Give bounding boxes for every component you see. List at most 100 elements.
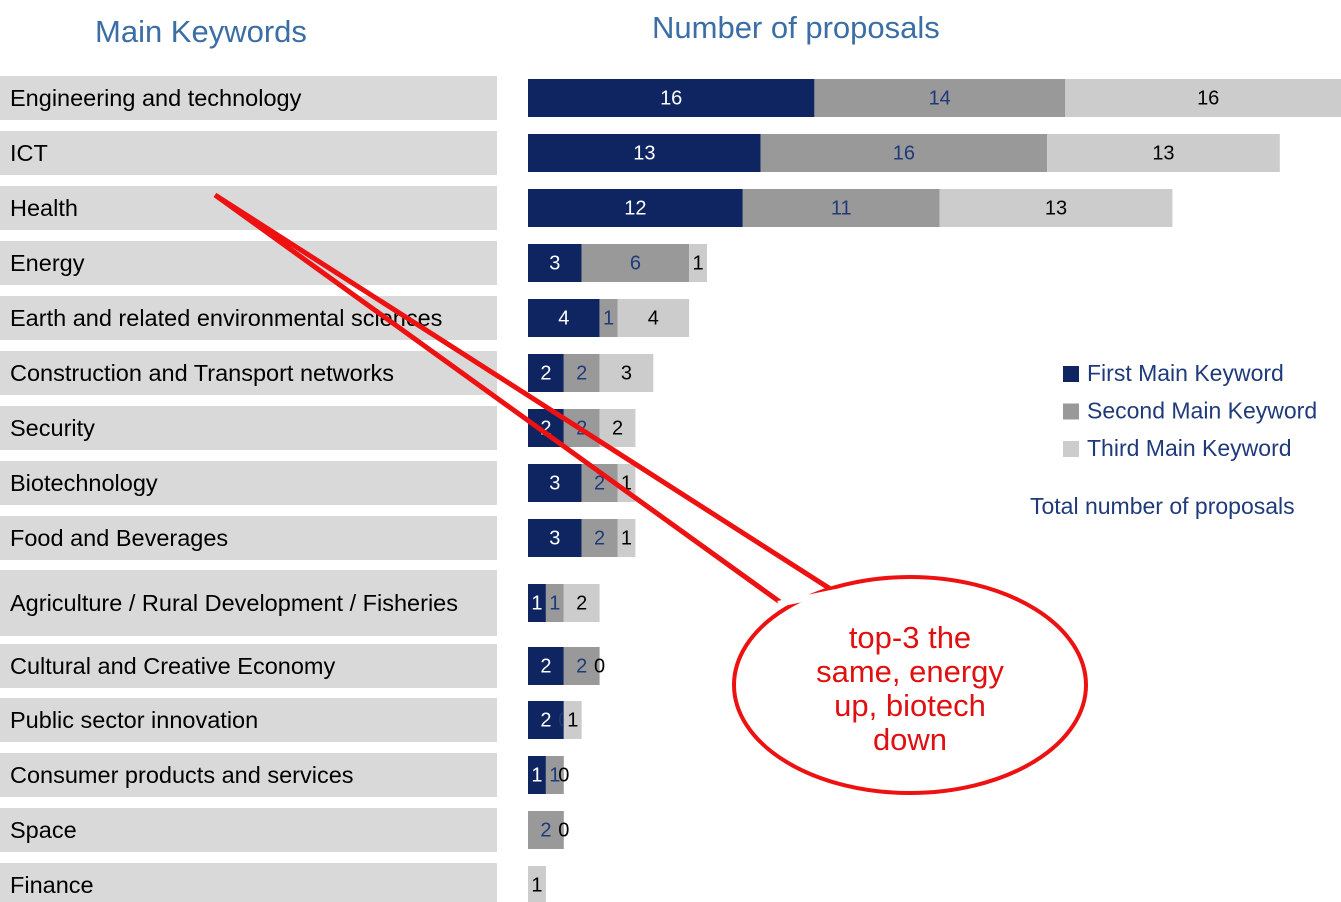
annotation: top-3 the same, energy up, biotech down xyxy=(816,620,1004,757)
bar-segment xyxy=(760,134,1048,172)
bar-segment xyxy=(1065,79,1341,117)
chart-title: Number of proposals xyxy=(652,10,940,45)
callout-tail xyxy=(213,192,834,605)
bar-segment xyxy=(599,409,636,447)
bar-segment xyxy=(528,134,761,172)
bar-segment xyxy=(689,244,707,282)
category-label: Biotechnology xyxy=(0,461,497,505)
bar-value-label: 6 xyxy=(630,252,641,274)
bar-value-label: 0 xyxy=(594,655,605,677)
bar-value-label: 2 xyxy=(540,709,551,731)
category-label: Consumer products and services xyxy=(0,753,497,797)
bar-segment xyxy=(563,354,600,392)
callout-joint xyxy=(777,589,837,607)
bar-value-label: 1 xyxy=(692,252,703,274)
bar-segment xyxy=(814,79,1065,117)
bar-segment xyxy=(617,519,636,557)
bar-value-label: 13 xyxy=(1045,197,1067,219)
bar-value-label: 12 xyxy=(624,197,646,219)
bar-value-label: 3 xyxy=(549,472,560,494)
bar-value-label: 2 xyxy=(576,592,587,614)
category-label: Agriculture / Rural Development / Fisher… xyxy=(0,570,497,636)
bar-value-label: 3 xyxy=(621,362,632,384)
bar-value-label: 1 xyxy=(567,709,578,731)
category-label: Security xyxy=(0,406,497,450)
bar-value-label: 4 xyxy=(558,307,569,329)
bar-segment xyxy=(528,584,546,622)
bar-segment xyxy=(528,244,582,282)
bar-segment xyxy=(528,647,564,685)
bar-value-label: 0 xyxy=(558,819,569,841)
bar-value-label: 16 xyxy=(660,87,682,109)
bar-value-label: 2 xyxy=(576,362,587,384)
bar-value-label: 3 xyxy=(549,252,560,274)
bar-segment xyxy=(528,464,582,502)
bar-segment xyxy=(599,299,618,337)
bar-value-label: 2 xyxy=(612,417,623,439)
legend-swatch xyxy=(1063,366,1079,382)
bar-value-label: 1 xyxy=(621,527,632,549)
bar-segment xyxy=(563,647,600,685)
bar-segment xyxy=(545,756,564,794)
bar-segment xyxy=(528,866,546,902)
bar-value-label: 1 xyxy=(531,764,542,786)
bar-value-label: 2 xyxy=(576,655,587,677)
category-label: Construction and Transport networks xyxy=(0,351,497,395)
bar-value-label: 0 xyxy=(558,764,569,786)
bar-value-label: 1 xyxy=(549,764,560,786)
legend-swatch xyxy=(1063,441,1079,457)
bar-segment xyxy=(581,244,690,282)
bar-value-label: 14 xyxy=(929,87,951,109)
bar-value-label: 1 xyxy=(531,874,542,896)
category-label: Food and Beverages xyxy=(0,516,497,560)
category-label: Health xyxy=(0,186,497,230)
bar-segment xyxy=(617,299,690,337)
bar-value-label: 2 xyxy=(594,527,605,549)
category-label: Earth and related environmental sciences xyxy=(0,296,497,340)
bar-segment xyxy=(528,811,564,849)
bar-value-label: 11 xyxy=(831,197,852,219)
bar-segment xyxy=(528,79,815,117)
bar-segment xyxy=(528,189,743,227)
category-label: Cultural and Creative Economy xyxy=(0,644,497,688)
bar-segment xyxy=(528,299,600,337)
bar-segment xyxy=(1047,134,1280,172)
bar-value-label: 2 xyxy=(594,472,605,494)
bar-value-label: 2 xyxy=(540,819,551,841)
bar-value-label: 1 xyxy=(603,307,614,329)
bar-value-label: 2 xyxy=(540,417,551,439)
bar-segment xyxy=(581,519,618,557)
bar-segment xyxy=(528,519,582,557)
bar-value-label: 2 xyxy=(540,362,551,384)
bar-segment xyxy=(939,189,1173,227)
left-heading: Main Keywords xyxy=(95,14,307,49)
category-label: Engineering and technology xyxy=(0,76,497,120)
legend-label: Third Main Keyword xyxy=(1087,435,1292,461)
bar-value-label: 13 xyxy=(1152,142,1174,164)
total-label: Total number of proposals xyxy=(1030,493,1295,519)
bar-value-label: 16 xyxy=(893,142,915,164)
bar-value-label: 1 xyxy=(549,592,560,614)
bar-segment xyxy=(599,354,654,392)
bar-segment xyxy=(528,701,564,739)
bar-value-label: 16 xyxy=(1197,87,1219,109)
bar-value-label: 1 xyxy=(531,592,542,614)
category-label: Energy xyxy=(0,241,497,285)
category-label: Space xyxy=(0,808,497,852)
legend-label: First Main Keyword xyxy=(1087,360,1284,386)
bar-value-label: 13 xyxy=(633,142,655,164)
category-label: ICT xyxy=(0,131,497,175)
bar-segment xyxy=(545,584,564,622)
bar-segment xyxy=(563,701,582,739)
callout-bubble xyxy=(732,575,1088,795)
bar-segment xyxy=(563,584,600,622)
category-label: Public sector innovation xyxy=(0,698,497,742)
bar-value-label: 3 xyxy=(549,527,560,549)
bar-value-label: 1 xyxy=(621,472,632,494)
bar-segment xyxy=(742,189,940,227)
legend-label: Second Main Keyword xyxy=(1087,398,1317,424)
legend-swatch xyxy=(1063,403,1079,420)
category-label: Finance xyxy=(0,863,497,902)
